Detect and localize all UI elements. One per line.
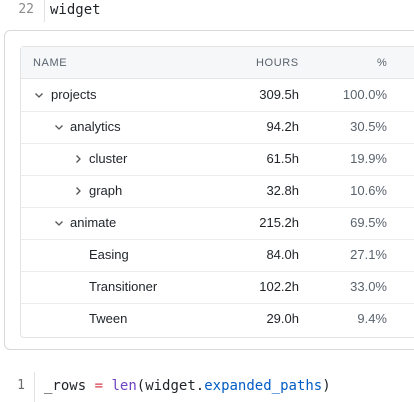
- row-name: animate: [70, 215, 117, 230]
- row-hours: 309.5h: [259, 87, 299, 102]
- row-hours: 215.2h: [259, 215, 299, 230]
- tree-row-animate[interactable]: animate 215.2h 69.5%: [21, 207, 414, 240]
- row-name: Easing: [89, 247, 129, 262]
- row-pct: 9.4%: [357, 311, 387, 326]
- chevron-down-icon[interactable]: [33, 89, 45, 101]
- code-line[interactable]: widget: [50, 2, 101, 18]
- code-token-attr: expanded_paths: [204, 378, 323, 394]
- code-cell-rows: 1 _rows = len(widget.expanded_paths): [0, 372, 414, 402]
- line-gutter: 22: [0, 0, 45, 22]
- code-token-open: (: [136, 378, 146, 394]
- table-header: NAME HOURS %: [21, 47, 414, 79]
- code-token-op: =: [94, 378, 104, 394]
- row-hours: 61.5h: [266, 151, 299, 166]
- code-token-fn: len: [111, 378, 137, 394]
- row-name: Tween: [89, 311, 128, 326]
- chevron-right-icon[interactable]: [72, 153, 84, 165]
- row-hours: 32.8h: [266, 183, 299, 198]
- tree-row-transitioner[interactable]: Transitioner 102.2h 33.0%: [21, 271, 414, 304]
- tree-row-cluster[interactable]: cluster 61.5h 19.9%: [21, 143, 414, 176]
- code-token-var: _rows: [44, 378, 87, 394]
- code-line[interactable]: _rows = len(widget.expanded_paths): [44, 378, 331, 394]
- line-number: 1: [17, 378, 25, 393]
- tree-row-analytics[interactable]: analytics 94.2h 30.5%: [21, 111, 414, 144]
- row-pct: 27.1%: [350, 247, 387, 262]
- tree-table: NAME HOURS % projects 309.5h 100.0% anal…: [20, 46, 414, 338]
- row-name: cluster: [89, 151, 128, 166]
- chevron-down-icon[interactable]: [53, 121, 65, 133]
- line-number: 22: [18, 2, 34, 17]
- row-hours: 102.2h: [259, 279, 299, 294]
- row-pct: 69.5%: [350, 215, 387, 230]
- row-pct: 30.5%: [350, 119, 387, 134]
- tree-row-easing[interactable]: Easing 84.0h 27.1%: [21, 239, 414, 272]
- code-token-dot: .: [195, 378, 205, 394]
- row-pct: 19.9%: [350, 151, 387, 166]
- row-name: Transitioner: [89, 279, 158, 294]
- chevron-down-icon[interactable]: [53, 217, 65, 229]
- tree-row-tween[interactable]: Tween 29.0h 9.4%: [21, 303, 414, 335]
- row-hours: 29.0h: [266, 311, 299, 326]
- row-name: analytics: [70, 119, 121, 134]
- row-pct: 100.0%: [342, 87, 387, 102]
- tree-row-projects[interactable]: projects 309.5h 100.0%: [21, 79, 414, 112]
- row-name: graph: [89, 183, 123, 198]
- row-pct: 33.0%: [350, 279, 387, 294]
- header-hours[interactable]: HOURS: [256, 57, 299, 69]
- code-token-obj: widget: [145, 378, 196, 394]
- row-hours: 94.2h: [266, 119, 299, 134]
- code-cell-widget: 22 widget NAME HOURS % projects 309.5h 1…: [0, 0, 414, 350]
- tree-row-graph[interactable]: graph 32.8h 10.6%: [21, 175, 414, 208]
- line-gutter: 1: [0, 372, 35, 402]
- header-pct[interactable]: %: [377, 57, 388, 69]
- header-name[interactable]: NAME: [33, 57, 68, 69]
- chevron-right-icon[interactable]: [72, 185, 84, 197]
- row-name: projects: [51, 87, 97, 102]
- row-pct: 10.6%: [350, 183, 387, 198]
- row-hours: 84.0h: [266, 247, 299, 262]
- code-token-close: ): [322, 378, 331, 394]
